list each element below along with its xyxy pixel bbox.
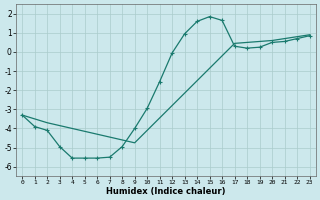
X-axis label: Humidex (Indice chaleur): Humidex (Indice chaleur): [106, 187, 226, 196]
